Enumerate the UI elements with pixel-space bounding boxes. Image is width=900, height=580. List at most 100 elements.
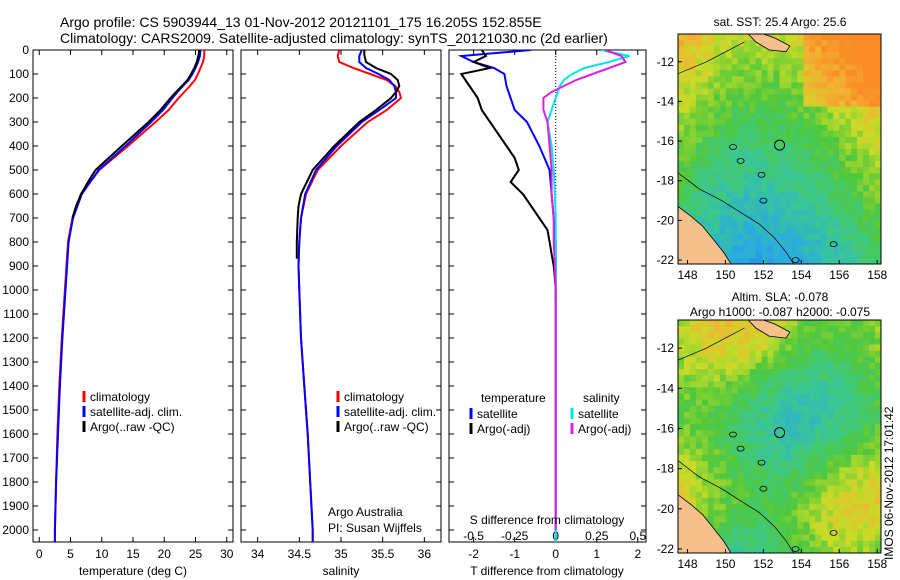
map-cell xyxy=(791,203,798,211)
map-cell xyxy=(743,215,751,223)
x-tick-label: -2 xyxy=(468,547,479,561)
depth-tick-label: 300 xyxy=(9,115,29,129)
map-cell xyxy=(743,332,751,339)
map-cell xyxy=(857,251,864,259)
map-cell xyxy=(773,112,781,120)
map-cell xyxy=(713,399,721,407)
map-cell xyxy=(767,209,775,217)
map-cell xyxy=(731,233,739,241)
map-cell xyxy=(689,149,697,156)
map-cell xyxy=(743,326,751,333)
map-cell xyxy=(755,179,763,186)
map-cell xyxy=(791,497,798,505)
map-cell xyxy=(684,191,691,199)
map-cell xyxy=(719,130,727,138)
map-cell xyxy=(737,118,745,126)
map-cell xyxy=(743,64,751,71)
map-cell xyxy=(719,326,727,333)
map-cell xyxy=(719,485,727,493)
map-cell xyxy=(719,245,727,253)
map-cell xyxy=(689,173,697,180)
map-cell xyxy=(731,424,739,431)
map-cell xyxy=(767,149,775,156)
map-cell xyxy=(863,479,870,487)
map-cell xyxy=(719,197,727,205)
map-cell xyxy=(689,387,697,395)
map-cell xyxy=(773,320,781,327)
map-cell xyxy=(857,70,864,77)
map-cell xyxy=(684,424,691,431)
map-cell xyxy=(707,46,715,53)
map-cell xyxy=(785,149,793,156)
map-cell xyxy=(869,381,876,388)
map-cell xyxy=(851,356,858,364)
map-cell xyxy=(797,106,804,114)
map-cell xyxy=(791,430,798,438)
map-cell xyxy=(689,76,697,84)
map-cell xyxy=(761,173,769,180)
map-cell xyxy=(779,167,787,174)
map-cell xyxy=(845,203,852,211)
map-cell xyxy=(845,209,852,217)
map-cell xyxy=(875,245,881,253)
map-cell xyxy=(827,227,834,235)
map-cell xyxy=(863,46,870,53)
map-cell xyxy=(857,88,864,96)
map-cell xyxy=(803,40,810,47)
map-cell xyxy=(779,344,787,352)
map-cell xyxy=(821,424,828,431)
map-cell xyxy=(791,454,798,462)
map-cell xyxy=(689,167,697,174)
map-cell xyxy=(821,326,828,333)
map-cell xyxy=(755,251,763,259)
map-cell xyxy=(803,430,810,438)
map-cell xyxy=(815,94,822,102)
map-cell xyxy=(737,467,745,474)
map-cell xyxy=(815,88,822,96)
map-cell xyxy=(791,58,798,65)
map-cell xyxy=(875,149,881,156)
map-cell xyxy=(743,497,751,505)
map-cell xyxy=(851,173,858,180)
map-cell xyxy=(767,233,775,241)
depth-tick-label: 200 xyxy=(9,91,29,105)
map-cell xyxy=(797,155,804,162)
map-cell xyxy=(821,64,828,71)
map-cell xyxy=(875,233,881,241)
map-cell xyxy=(761,503,769,511)
map-cell xyxy=(791,381,798,388)
map-cell xyxy=(845,369,852,376)
map-cell xyxy=(755,149,763,156)
map-cell xyxy=(845,320,852,327)
map-cell xyxy=(684,344,691,352)
map-cell xyxy=(863,546,870,553)
map-cell xyxy=(797,461,804,468)
map-cell xyxy=(875,191,881,199)
map-cell xyxy=(719,375,727,382)
map-cell xyxy=(851,412,858,419)
map-cell xyxy=(707,356,715,364)
map-cell xyxy=(737,473,745,480)
map-cell xyxy=(809,52,816,59)
map-cell xyxy=(707,418,715,425)
map-cell xyxy=(827,233,834,241)
reef-outline xyxy=(736,445,745,452)
map-cell xyxy=(779,473,787,480)
map-cell xyxy=(737,191,745,199)
map-cell xyxy=(851,540,858,548)
map-cell xyxy=(869,106,876,114)
map-cell xyxy=(719,215,727,223)
map-cell xyxy=(869,100,876,108)
map-cell xyxy=(827,522,834,529)
map-cell xyxy=(689,94,697,102)
map-cell xyxy=(731,344,739,352)
x-tick-label: 10 xyxy=(95,547,109,561)
map-cell xyxy=(695,326,703,333)
map-cell xyxy=(695,94,703,102)
map-cell xyxy=(779,424,787,431)
map-cell xyxy=(785,485,793,493)
map-cell xyxy=(845,338,852,346)
map-cell xyxy=(737,124,745,132)
map-cell xyxy=(749,251,757,259)
map-cell xyxy=(707,124,715,132)
